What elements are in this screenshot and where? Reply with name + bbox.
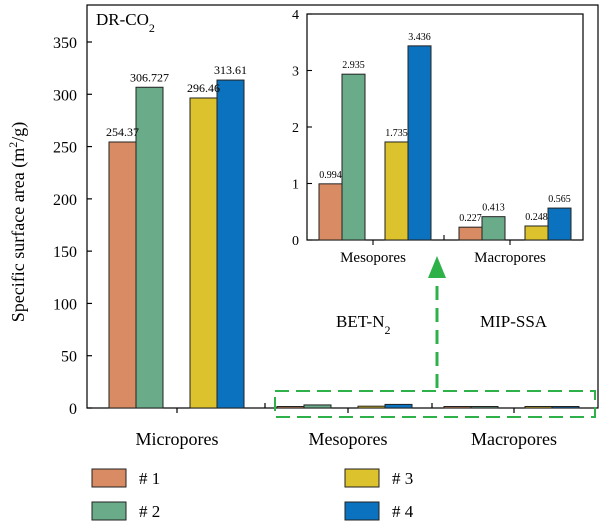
- inset-bar-mesopores-2: [341, 73, 366, 241]
- legend-swatch-3: [344, 468, 380, 488]
- inset-y-tick-label: 2: [292, 121, 299, 136]
- inset-bar-macropores-4: [547, 207, 572, 241]
- inset-bar-macropores-1: [458, 226, 483, 241]
- y-tick-label: 250: [53, 140, 77, 157]
- bar-value-label: 254.37: [106, 125, 139, 139]
- inset-bar-value-label: 0.565: [548, 194, 571, 205]
- legend-swatch-1: [91, 468, 127, 488]
- bar-micropores-3: [189, 97, 218, 409]
- inset-category-label: Macropores: [474, 250, 546, 266]
- inset-chart: 0 1 2 3 4 Mesopores Macropores 0.994 2.935 1.735 3…: [292, 8, 584, 266]
- bar-mesopores-3: [357, 405, 386, 409]
- zoom-box: [274, 256, 596, 418]
- bar-macropores-2: [470, 406, 499, 409]
- x-category-label: Micropores: [136, 429, 219, 449]
- inset-bar-value-label: 0.994: [319, 170, 342, 181]
- inset-y-tick-label: 1: [292, 178, 299, 193]
- bar-macropores-1: [443, 406, 472, 409]
- legend-label-3: # 3: [392, 469, 413, 488]
- plot-frame: [86, 4, 599, 409]
- bar-micropores-2: [135, 86, 164, 409]
- y-tick-label: 100: [53, 296, 77, 313]
- inset-bar-mesopores-4: [407, 45, 432, 241]
- main-axes: 0 50 100 150 200 250 300 350 Specific surface ar…: [6, 4, 599, 449]
- inset-bar-value-label: 2.935: [342, 60, 365, 71]
- x-category-label: Macropores: [471, 429, 557, 449]
- bar-value-label: 306.727: [130, 70, 169, 84]
- y-axis-label: Specific surface area (m2/g): [6, 122, 29, 322]
- y-tick-label: 200: [53, 192, 77, 209]
- legend-label-4: # 4: [392, 502, 414, 521]
- inset-bar-mesopores-1: [318, 183, 343, 241]
- inset-bar-value-label: 0.227: [459, 213, 482, 224]
- inset-bar-value-label: 3.436: [408, 32, 431, 43]
- bar-mesopores-4: [384, 403, 413, 409]
- y-tick-label: 0: [69, 401, 77, 418]
- inset-category-label: Mesopores: [340, 250, 406, 266]
- y-tick-label: 300: [53, 87, 77, 104]
- bar-value-label: 313.61: [214, 63, 247, 77]
- legend-label-1: # 1: [139, 469, 160, 488]
- zoom-region-box: [274, 390, 596, 418]
- inset-y-tick-label: 0: [292, 234, 299, 249]
- x-category-label: Mesopores: [309, 429, 388, 449]
- method-label-dr-co2: DR-CO2: [96, 10, 155, 35]
- inset-y-tick-label: 4: [292, 8, 299, 23]
- inset-bar-value-label: 0.413: [482, 203, 505, 214]
- legend-swatch-4: [344, 501, 380, 521]
- inset-bar-value-label: 1.735: [385, 128, 408, 139]
- inset-y-tick-label: 3: [292, 65, 299, 80]
- bar-macropores-3: [524, 406, 553, 409]
- y-tick-label: 50: [61, 349, 77, 366]
- main-bars: 254.37 306.727 296.46 313.61: [106, 63, 580, 409]
- inset-bar-macropores-3: [524, 225, 549, 241]
- legend: # 1 # 2 # 3 # 4: [91, 468, 414, 521]
- y-tick-label: 150: [53, 244, 77, 261]
- y-tick-label: 350: [53, 35, 77, 52]
- bar-mesopores-1: [276, 406, 305, 409]
- bar-value-label: 296.46: [187, 81, 220, 95]
- legend-swatch-2: [91, 501, 127, 521]
- zoom-arrowhead: [428, 256, 446, 278]
- inset-bar-macropores-2: [481, 216, 506, 241]
- method-labels: DR-CO2 BET-N2 MIP-SSA: [96, 10, 548, 337]
- bar-macropores-4: [551, 406, 580, 409]
- bar-micropores-1: [108, 141, 137, 409]
- method-label-mip-ssa: MIP-SSA: [480, 312, 548, 331]
- bar-mesopores-2: [303, 404, 332, 409]
- inset-bar-value-label: 0.248: [525, 212, 548, 223]
- method-label-bet-n2: BET-N2: [336, 312, 391, 337]
- bar-micropores-4: [216, 79, 245, 409]
- legend-label-2: # 2: [139, 502, 160, 521]
- inset-bar-mesopores-3: [384, 141, 409, 241]
